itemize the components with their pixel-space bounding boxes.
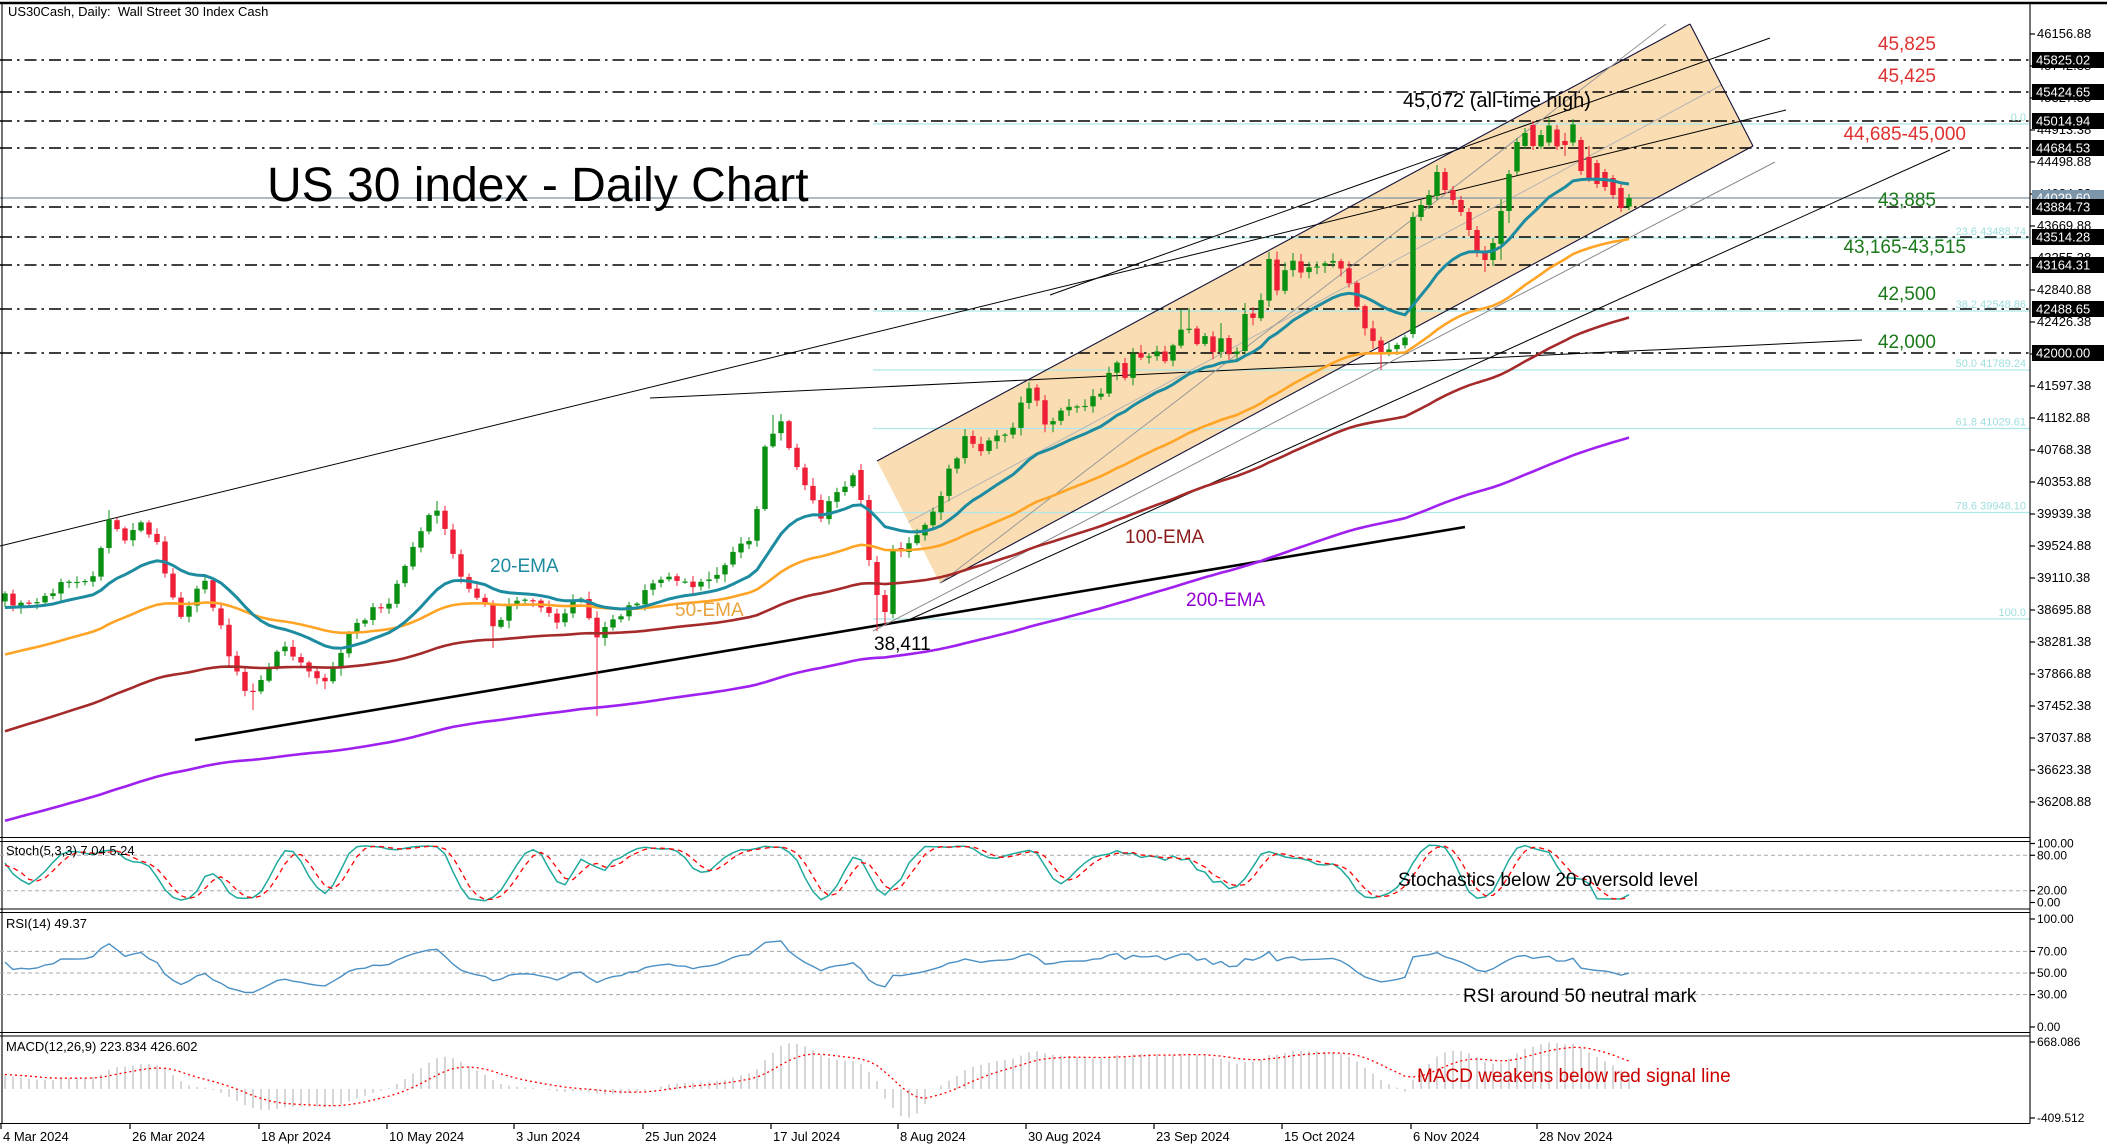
svg-text:0.00: 0.00 (2037, 1020, 2061, 1034)
svg-text:45424.65: 45424.65 (2036, 85, 2090, 100)
svg-text:42,500: 42,500 (1878, 284, 1936, 305)
svg-text:4 Mar 2024: 4 Mar 2024 (3, 1129, 69, 1144)
svg-text:23 Sep 2024: 23 Sep 2024 (1156, 1129, 1230, 1144)
svg-text:18 Apr 2024: 18 Apr 2024 (261, 1129, 331, 1144)
svg-text:37866.88: 37866.88 (2037, 666, 2091, 681)
svg-text:70.00: 70.00 (2037, 944, 2067, 958)
svg-text:43,165-43,515: 43,165-43,515 (1843, 237, 1966, 258)
svg-text:50.0 41789.24: 50.0 41789.24 (1956, 358, 2026, 370)
svg-text:10 May 2024: 10 May 2024 (389, 1129, 464, 1144)
svg-text:42840.88: 42840.88 (2037, 282, 2091, 297)
svg-text:80.00: 80.00 (2037, 848, 2067, 862)
svg-text:30.00: 30.00 (2037, 988, 2067, 1002)
svg-text:668.086: 668.086 (2037, 1035, 2081, 1049)
svg-text:US30Cash, Daily: Wall Street: US30Cash, Daily: Wall Street 30 Index Ca… (8, 4, 268, 19)
svg-text:41182.88: 41182.88 (2037, 410, 2090, 425)
svg-text:0.00: 0.00 (2037, 896, 2061, 910)
svg-text:20.00: 20.00 (2037, 884, 2067, 898)
svg-text:37452.38: 37452.38 (2037, 698, 2091, 713)
svg-text:45825.02: 45825.02 (2036, 53, 2090, 68)
svg-text:43164.31: 43164.31 (2036, 258, 2090, 273)
svg-text:45,072 (all-time high): 45,072 (all-time high) (1403, 90, 1591, 112)
svg-text:40768.38: 40768.38 (2037, 442, 2091, 457)
svg-text:3 Jun 2024: 3 Jun 2024 (516, 1129, 580, 1144)
svg-text:61.8 41029.61: 61.8 41029.61 (1956, 417, 2026, 429)
svg-text:20-EMA: 20-EMA (490, 556, 559, 577)
svg-text:37037.88: 37037.88 (2037, 730, 2091, 745)
svg-text:39110.38: 39110.38 (2037, 570, 2090, 585)
svg-text:100-EMA: 100-EMA (1125, 527, 1205, 548)
svg-text:38,411: 38,411 (874, 634, 931, 655)
svg-text:39524.88: 39524.88 (2037, 538, 2091, 553)
svg-text:8 Aug 2024: 8 Aug 2024 (900, 1129, 966, 1144)
svg-text:28 Nov 2024: 28 Nov 2024 (1539, 1129, 1613, 1144)
svg-text:46156.88: 46156.88 (2037, 26, 2091, 41)
svg-text:42426.38: 42426.38 (2037, 314, 2091, 329)
svg-text:17 Jul 2024: 17 Jul 2024 (773, 1129, 840, 1144)
svg-text:78.6 39948.10: 78.6 39948.10 (1956, 501, 2026, 513)
svg-text:23.6 43488.74: 23.6 43488.74 (1956, 226, 2026, 238)
svg-text:44,685-45,000: 44,685-45,000 (1843, 124, 1966, 145)
svg-text:43,885: 43,885 (1878, 190, 1936, 211)
svg-text:6 Nov 2024: 6 Nov 2024 (1413, 1129, 1480, 1144)
svg-text:50.00: 50.00 (2037, 966, 2067, 980)
svg-text:40353.88: 40353.88 (2037, 474, 2091, 489)
svg-text:45014.94: 45014.94 (2036, 114, 2090, 129)
svg-text:43514.28: 43514.28 (2036, 230, 2090, 245)
svg-text:50-EMA: 50-EMA (675, 600, 744, 621)
svg-text:Stochastics below 20 oversold: Stochastics below 20 oversold level (1398, 870, 1698, 891)
svg-text:MACD weakens below red signal: MACD weakens below red signal line (1417, 1066, 1731, 1087)
svg-text:38281.38: 38281.38 (2037, 634, 2091, 649)
svg-text:MACD(12,26,9) 223.834 426.602: MACD(12,26,9) 223.834 426.602 (6, 1039, 198, 1054)
svg-text:39939.38: 39939.38 (2037, 506, 2091, 521)
svg-text:100.00: 100.00 (2037, 912, 2074, 926)
svg-text:45,425: 45,425 (1878, 66, 1936, 87)
svg-text:25 Jun 2024: 25 Jun 2024 (645, 1129, 717, 1144)
svg-text:44498.88: 44498.88 (2037, 154, 2091, 169)
svg-text:42,000: 42,000 (1878, 332, 1936, 353)
svg-text:36208.88: 36208.88 (2037, 794, 2091, 809)
svg-text:41597.38: 41597.38 (2037, 378, 2091, 393)
svg-text:0.0: 0.0 (2011, 112, 2026, 124)
svg-text:44684.53: 44684.53 (2036, 141, 2090, 156)
svg-text:26 Mar 2024: 26 Mar 2024 (132, 1129, 205, 1144)
svg-text:38695.88: 38695.88 (2037, 602, 2091, 617)
svg-text:15 Oct 2024: 15 Oct 2024 (1284, 1129, 1355, 1144)
svg-text:38.2 42548.86: 38.2 42548.86 (1956, 299, 2026, 311)
svg-text:US 30 index - Daily Chart: US 30 index - Daily Chart (267, 159, 809, 212)
svg-text:42000.00: 42000.00 (2036, 346, 2090, 361)
svg-text:-409.512: -409.512 (2037, 1111, 2085, 1125)
svg-text:RSI around 50 neutral mark: RSI around 50 neutral mark (1463, 986, 1697, 1007)
svg-text:200-EMA: 200-EMA (1186, 590, 1266, 611)
svg-text:36623.38: 36623.38 (2037, 762, 2091, 777)
svg-text:100.00: 100.00 (2037, 837, 2074, 851)
svg-text:45,825: 45,825 (1878, 34, 1936, 55)
svg-text:100.0: 100.0 (1998, 607, 2026, 619)
svg-text:30 Aug 2024: 30 Aug 2024 (1028, 1129, 1101, 1144)
svg-text:42488.65: 42488.65 (2036, 302, 2090, 317)
svg-text:Stoch(5,3,3) 7.04 5.24: Stoch(5,3,3) 7.04 5.24 (6, 843, 135, 858)
svg-text:RSI(14) 49.37: RSI(14) 49.37 (6, 916, 87, 931)
svg-text:43884.73: 43884.73 (2036, 200, 2090, 215)
